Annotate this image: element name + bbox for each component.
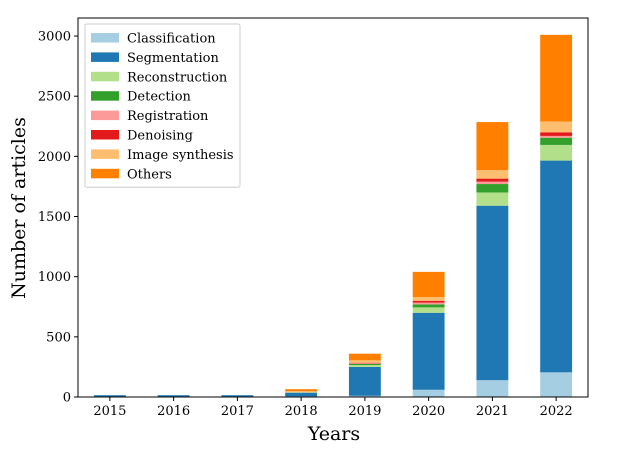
legend-label-registration: Registration <box>127 109 209 124</box>
y-tick-label: 2000 <box>38 150 71 165</box>
legend-swatch-reconstruction <box>91 71 119 82</box>
bar-2021-detection <box>476 184 509 193</box>
legend-swatch-others <box>91 168 119 179</box>
bar-2021-segmentation <box>476 205 509 381</box>
x-tick-label: 2016 <box>157 404 190 419</box>
bar-2020-image-synthesis <box>412 297 445 301</box>
bar-2019-reconstruction <box>348 365 381 367</box>
legend-label-classification: Classification <box>127 32 216 47</box>
y-tick-label: 2500 <box>38 90 71 105</box>
y-axis-title: Number of articles <box>8 117 30 299</box>
bar-2022-denoising <box>540 132 573 136</box>
y-tick-label: 1500 <box>38 210 71 225</box>
y-tick-label: 500 <box>46 330 71 345</box>
legend-swatch-denoising <box>91 130 119 140</box>
bar-2019-denoising <box>348 362 381 364</box>
x-tick-label: 2015 <box>93 404 126 419</box>
bar-2019-detection <box>348 363 381 366</box>
bar-2022-registration <box>540 135 573 138</box>
y-tick-label: 1000 <box>38 270 71 285</box>
bar-2016-segmentation <box>157 395 190 397</box>
bar-2019-classification <box>348 395 381 397</box>
bar-2020-segmentation <box>412 312 445 390</box>
plot-frame <box>77 17 589 398</box>
y-tick-label: 3000 <box>38 30 71 45</box>
x-tick-label: 2018 <box>285 404 318 419</box>
axes-layer: 0 500 1000 1500 2000 2500 3000 2015 2016 2017 2018… <box>38 17 589 419</box>
bar-2018-segmentation <box>285 392 318 397</box>
legend-swatch-segmentation <box>91 52 119 62</box>
bar-2022-segmentation <box>540 160 573 373</box>
legend-label-detection: Detection <box>127 90 192 105</box>
bar-2022-classification <box>540 372 573 397</box>
bar-2021-reconstruction <box>476 192 509 206</box>
x-tick-label: 2020 <box>412 404 445 419</box>
bar-2021-classification <box>476 380 509 397</box>
bar-2019-image-synthesis <box>348 360 381 363</box>
bar-2020-reconstruction <box>412 307 445 313</box>
bar-2021-denoising <box>476 178 509 182</box>
legend-swatch-registration <box>91 110 119 121</box>
legend: Classification Segmentation Reconstruction… <box>84 23 241 188</box>
legend-swatch-detection <box>91 91 119 101</box>
bar-2015-segmentation <box>93 395 126 397</box>
x-tick-label: 2019 <box>348 404 381 419</box>
bar-2019-others <box>348 353 381 361</box>
legend-label-image-synthesis: Image synthesis <box>127 148 234 163</box>
y-tick-label: 0 <box>63 391 71 406</box>
x-tick-label: 2017 <box>221 404 254 419</box>
bar-2020-detection <box>412 304 445 308</box>
x-axis-title: Years <box>307 423 360 445</box>
bar-2018-others <box>285 389 318 392</box>
legend-label-segmentation: Segmentation <box>127 51 219 66</box>
bars-layer <box>93 34 573 397</box>
bar-2020-registration <box>412 302 445 305</box>
legend-box <box>84 23 241 188</box>
x-tick-label: 2022 <box>540 404 573 419</box>
bar-2020-classification <box>412 389 445 397</box>
x-tick-label: 2021 <box>476 404 509 419</box>
bar-2022-reconstruction <box>540 144 573 161</box>
bar-2020-others <box>412 271 445 298</box>
bar-2017-segmentation <box>221 395 254 397</box>
bar-2022-image-synthesis <box>540 121 573 133</box>
bar-2020-denoising <box>412 300 445 303</box>
bar-2022-detection <box>540 137 573 145</box>
legend-swatch-image-synthesis <box>91 149 119 159</box>
bar-2022-others <box>540 34 573 122</box>
bar-2019-segmentation <box>348 366 381 396</box>
bar-2021-others <box>476 122 509 171</box>
legend-label-reconstruction: Reconstruction <box>127 70 228 85</box>
bar-2018-image-synthesis <box>285 391 318 392</box>
bar-2021-registration <box>476 181 509 185</box>
legend-swatch-classification <box>91 33 119 43</box>
legend-label-others: Others <box>127 167 172 182</box>
legend-label-denoising: Denoising <box>127 129 193 144</box>
bar-2019-registration <box>348 363 381 364</box>
bar-2021-image-synthesis <box>476 170 509 179</box>
